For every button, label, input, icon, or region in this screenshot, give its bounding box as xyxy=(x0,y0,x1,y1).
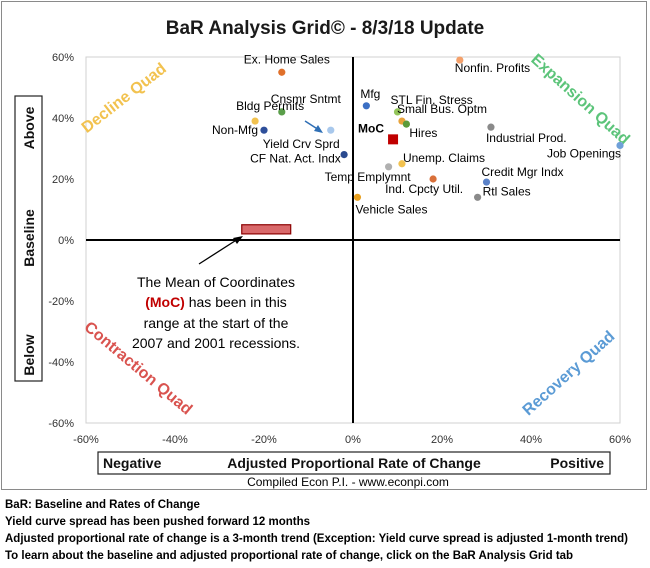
x-tick-label: -60% xyxy=(73,434,99,446)
point-label: Cnsmr Sntmt xyxy=(271,92,342,106)
chart-credit: Compiled Econ P.I. - www.econpi.com xyxy=(247,475,449,489)
moc-label: MoC xyxy=(358,121,384,135)
y-tick-label: 0% xyxy=(58,235,74,247)
y-tick-label: -60% xyxy=(48,418,74,430)
chart-title: BaR Analysis Grid© - 8/3/18 Update xyxy=(166,18,484,39)
x-tick-label: 20% xyxy=(431,434,453,446)
x-axis-negative: Negative xyxy=(103,455,162,471)
y-tick-label: -20% xyxy=(48,296,74,308)
point-label: Hires xyxy=(409,126,437,140)
y-tick-labels: 60% 40% 20% 0% -20% -40% -60% xyxy=(48,52,74,430)
point-label: Nonfin. Profits xyxy=(455,61,530,75)
data-point xyxy=(278,108,286,116)
moc-marker xyxy=(388,134,399,145)
point-label: Ex. Home Sales xyxy=(244,52,330,66)
y-tick-label: -40% xyxy=(48,357,74,369)
x-tick-label: -40% xyxy=(162,434,188,446)
moc-arrow xyxy=(304,120,323,133)
point-label: CF Nat. Act. Indx xyxy=(250,152,341,166)
footnotes: BaR: Baseline and Rates of Change Yield … xyxy=(5,497,645,565)
point-label: STL Fin. Stress xyxy=(391,93,473,107)
data-point xyxy=(393,108,402,116)
point-label: Non-Mfg xyxy=(212,123,258,137)
point-label: Small Bus. Optm xyxy=(397,102,487,116)
chart-frame xyxy=(1,1,647,490)
y-axis-below: Below xyxy=(21,334,37,375)
bar-analysis-grid-chart: BaR Analysis Grid© - 8/3/18 Update Decli… xyxy=(14,18,633,489)
footnote-3: Adjusted proportional rate of change is … xyxy=(5,533,629,545)
y-tick-label: 20% xyxy=(52,174,74,186)
point-label: Mfg xyxy=(360,87,380,101)
x-tick-label: 0% xyxy=(345,434,361,446)
data-point xyxy=(482,178,491,186)
annotation-moc: (MoC) xyxy=(145,294,185,310)
x-tick-label: 40% xyxy=(520,434,542,446)
point-label: Ind. Cpcty Util. xyxy=(385,182,463,196)
point-label: Rtl Sales xyxy=(483,184,531,198)
annotation: The Mean of Coordinates (MoC) has been i… xyxy=(132,274,300,351)
data-point xyxy=(251,117,259,125)
data-point xyxy=(362,102,370,110)
data-point xyxy=(456,56,464,64)
point-label: Temp Emplymnt xyxy=(325,170,412,184)
annotation-line-4: 2007 and 2001 recessions. xyxy=(132,335,300,351)
annotation-line-2-rest: has been in this xyxy=(185,294,287,310)
y-axis-label-box xyxy=(14,95,43,382)
point-label: Bldg Permits xyxy=(236,99,304,113)
point-label: Unemp. Claims xyxy=(403,151,485,165)
data-point xyxy=(474,193,482,201)
data-point xyxy=(385,163,393,171)
annotation-line-3: range at the start of the xyxy=(144,315,289,331)
data-point xyxy=(398,160,406,168)
data-point xyxy=(353,193,362,201)
recession-range-bar xyxy=(241,224,292,235)
x-tick-labels: -60% -40% -20% 0% 20% 40% 60% xyxy=(73,434,631,446)
data-point xyxy=(327,126,335,134)
point-label: Vehicle Sales xyxy=(355,202,427,216)
point-labels-layer: Ex. Home Sales Nonfin. Profits Cnsmr Sntmt… xyxy=(212,52,621,216)
x-axis-label: Adjusted Proportional Rate of Change xyxy=(227,455,481,471)
annotation-line-2: (MoC) has been in this xyxy=(145,294,287,310)
y-tick-label: 40% xyxy=(52,113,74,125)
point-label: Job Openings xyxy=(547,146,621,160)
footnote-1: BaR: Baseline and Rates of Change xyxy=(5,499,200,511)
annotation-line-1: The Mean of Coordinates xyxy=(137,274,295,290)
x-axis-label-box xyxy=(97,451,611,475)
point-label: Credit Mgr Indx xyxy=(482,165,564,179)
x-axis-positive: Positive xyxy=(550,455,604,471)
data-points-layer xyxy=(251,56,624,201)
data-point xyxy=(402,120,410,128)
recession-range-layer xyxy=(241,224,292,235)
x-tick-label: -20% xyxy=(251,434,277,446)
data-point xyxy=(278,68,286,76)
data-point xyxy=(616,141,624,150)
y-tick-label: 60% xyxy=(52,52,74,64)
footnote-2: Yield curve spread has been pushed forwa… xyxy=(5,516,311,528)
data-point xyxy=(340,151,348,159)
annotation-arrow xyxy=(198,236,243,265)
footnote-4: To learn about the baseline and adjusted… xyxy=(5,550,574,562)
data-point xyxy=(429,175,437,183)
y-axis-label: Baseline xyxy=(21,209,37,267)
point-label: Industrial Prod. xyxy=(486,131,567,145)
data-point xyxy=(260,126,268,134)
y-axis-above: Above xyxy=(21,106,37,149)
data-point xyxy=(487,123,495,131)
point-label: Yield Crv Sprd xyxy=(263,137,340,151)
x-tick-label: 60% xyxy=(609,434,631,446)
